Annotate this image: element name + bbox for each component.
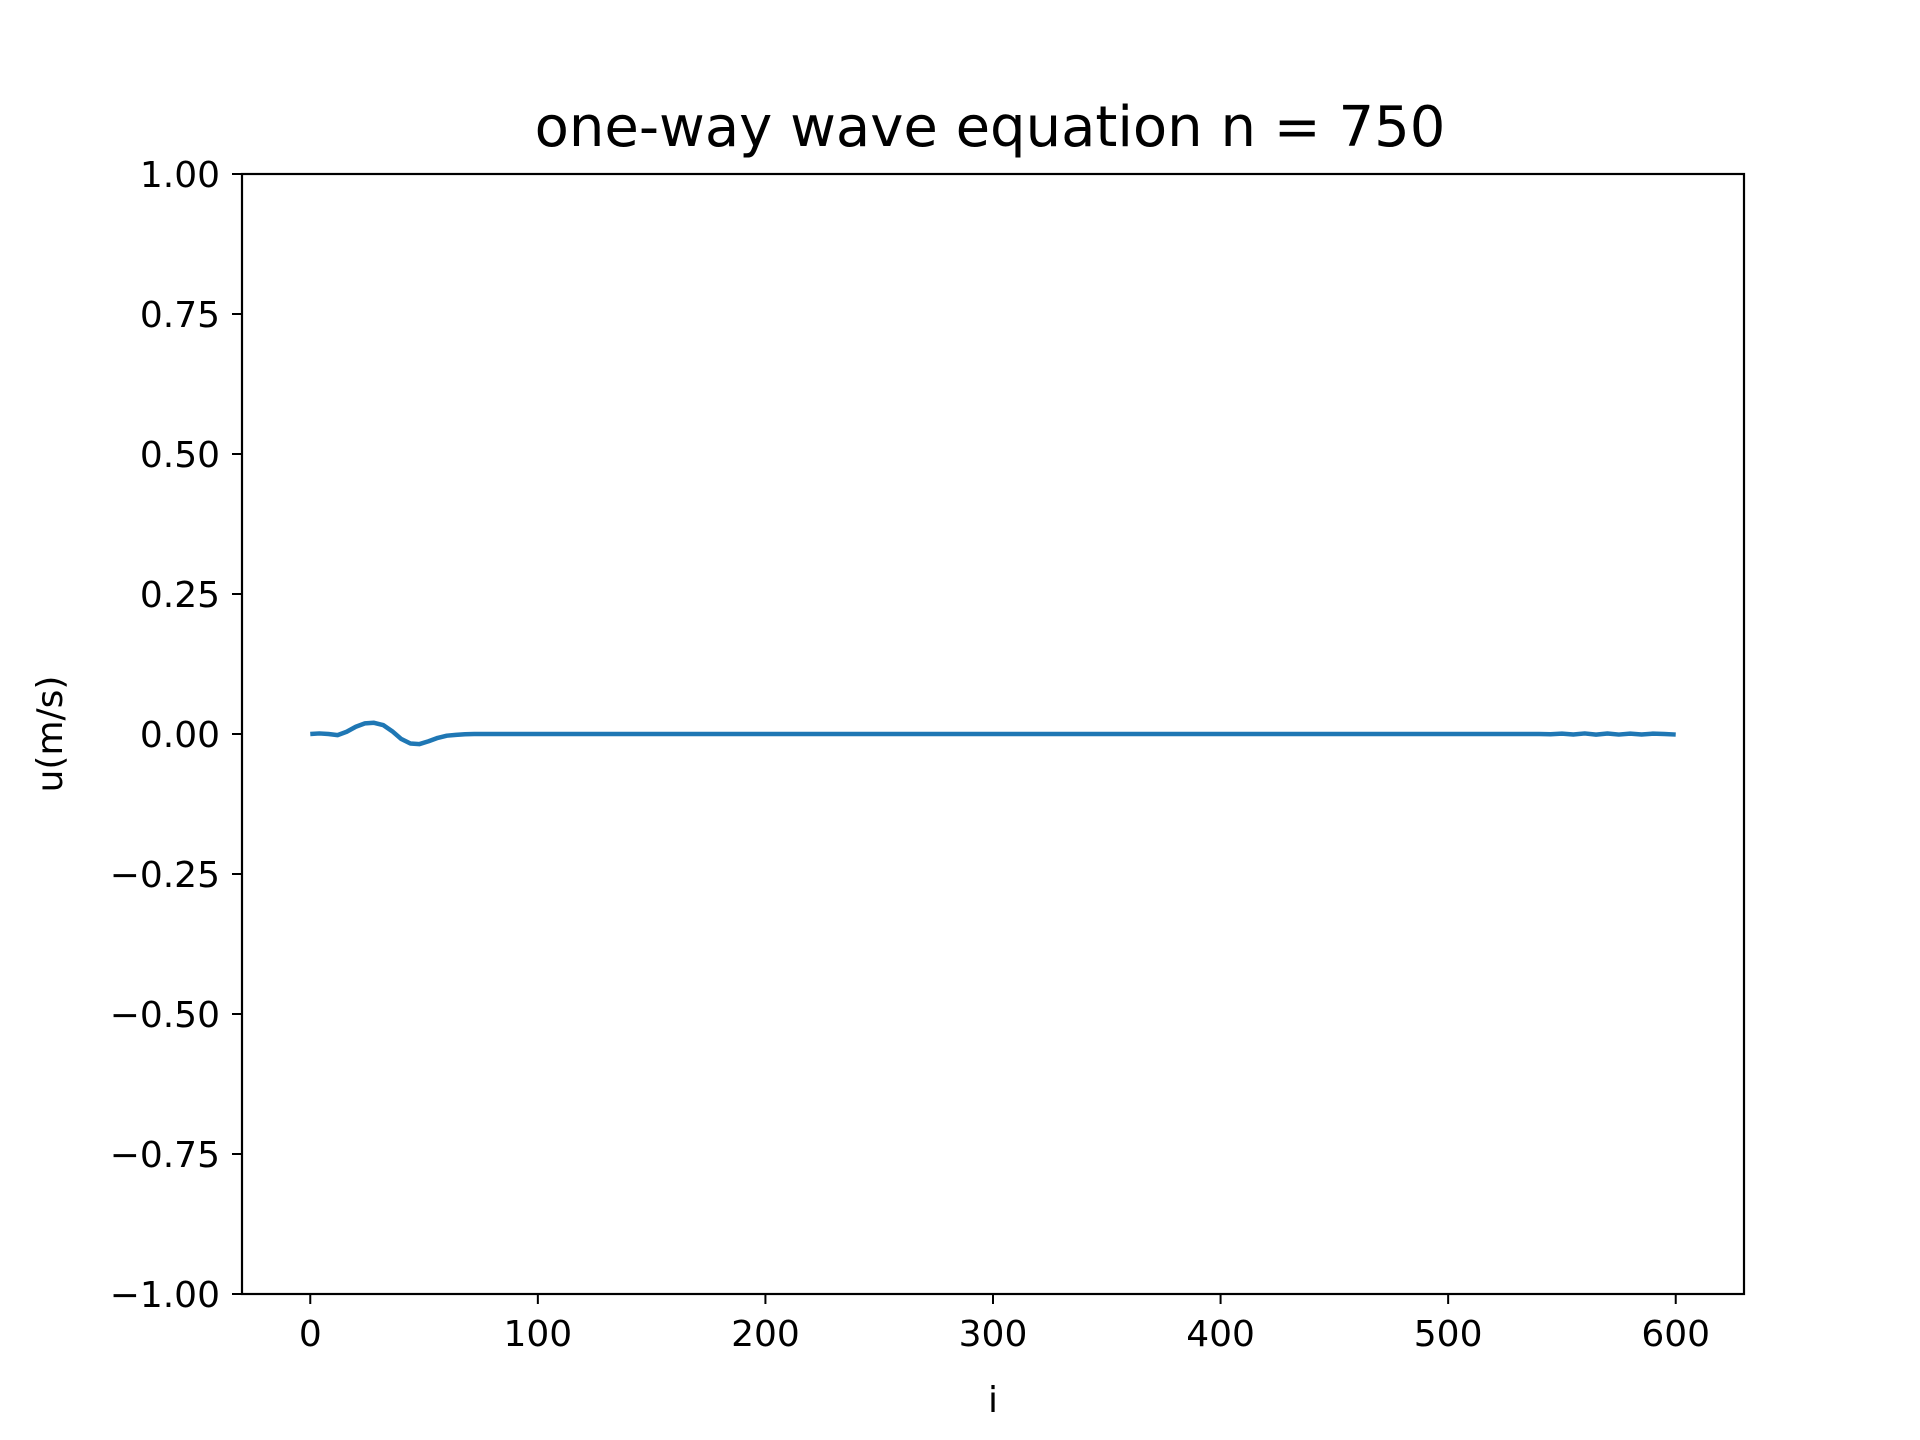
y-tick-label: 0.75 (140, 295, 220, 336)
x-tick-label: 500 (1414, 1314, 1483, 1355)
x-tick-label: 600 (1641, 1314, 1710, 1355)
x-tick-label: 200 (731, 1314, 800, 1355)
x-tick-label: 400 (1186, 1314, 1255, 1355)
plot-area (310, 720, 1676, 747)
axes-ticks: 0 100 200 300 400 500 600 1.00 0.75 0.50 0.25 0.00 −… (110, 155, 1710, 1355)
chart-title: one-way wave equation n = 750 (535, 95, 1446, 160)
x-tick-label: 300 (959, 1314, 1028, 1355)
y-tick-label: −0.25 (110, 855, 220, 896)
y-axis-label: u(m/s) (30, 676, 71, 793)
y-tick-label: 0.25 (140, 575, 220, 616)
y-tick-label: −0.50 (110, 995, 220, 1036)
x-tick-label: 100 (503, 1314, 572, 1355)
y-tick-label: 0.50 (140, 435, 220, 476)
y-tick-label: 1.00 (140, 155, 220, 196)
x-tick-label: 0 (299, 1314, 322, 1355)
y-tick-label: −1.00 (110, 1275, 220, 1316)
series-line-0 (310, 720, 1676, 747)
x-axis-label: i (988, 1380, 998, 1421)
y-tick-label: −0.75 (110, 1135, 220, 1176)
y-tick-label: 0.00 (140, 715, 220, 756)
